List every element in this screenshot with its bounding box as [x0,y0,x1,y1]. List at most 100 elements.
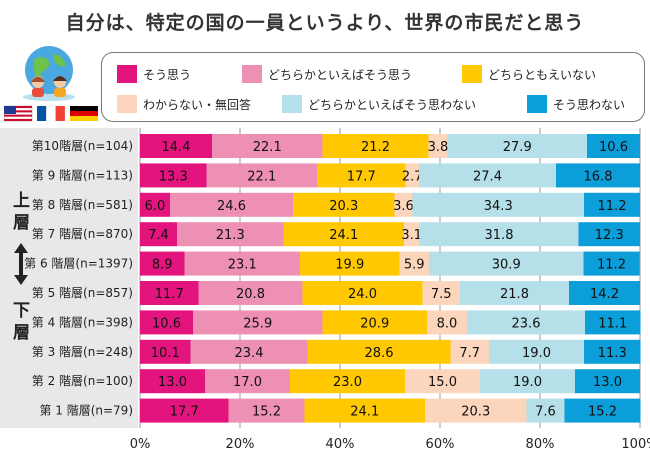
data-label: 3.6 [393,199,414,214]
bar-segment [427,310,467,335]
data-label: 22.1 [253,140,282,155]
data-label: 30.9 [492,258,521,273]
data-label: 20.3 [461,405,490,420]
legend-swatch [462,65,482,83]
bar-segment [526,398,565,423]
data-label: 7.6 [535,405,556,420]
data-label: 17.7 [170,405,199,420]
bar-segment [140,251,185,276]
bar-segment [300,251,400,276]
bar-segment [198,281,303,305]
data-label: 2.7 [402,169,423,184]
bar-segment [489,339,584,364]
category-label: 第 2 階層(n=100) [32,373,133,388]
side-label-bottom-2: 層 [13,323,30,343]
category-label: 第 6 階層(n=1397) [24,256,133,271]
x-tick-label: 100% [621,437,650,452]
data-label: 11.2 [598,199,627,214]
bar-segment [429,251,584,276]
data-label: 31.8 [485,228,514,243]
category-label: 第 1 階層(n=79) [39,403,133,418]
bar-segment [140,281,199,305]
legend-swatch [117,65,137,83]
data-label: 24.1 [329,228,358,243]
data-label: 11.2 [597,258,626,273]
data-label: 11.7 [155,287,184,302]
bar-segment [447,134,587,158]
data-label: 8.9 [152,258,173,273]
bar-segment [304,398,425,423]
data-label: 11.3 [598,346,627,361]
bar-segment [302,281,423,305]
legend-label: どちらかといえばそう思う [268,68,413,82]
data-label: 25.9 [243,316,272,331]
side-labels: 上 層 下 層 [13,191,30,343]
category-label: 第10階層(n=104) [32,138,133,153]
legend-swatch [282,95,302,113]
globe-children-icon [23,46,75,101]
legend-label: どちらかといえばそう思わない [308,98,477,112]
data-label: 14.4 [162,140,191,155]
data-label: 10.1 [151,346,180,361]
data-label: 24.0 [348,287,377,302]
data-label: 23.6 [512,316,541,331]
x-tick-label: 20% [226,437,255,452]
data-label: 19.0 [513,375,542,390]
bars: 14.4 22.1 21.2 3.8 27.9 10.6 13.3 22.1 17.7 2.7 27… [140,134,641,423]
category-labels: 第10階層(n=104) 第 9 階層(n=113) 第 8 階層(n=581) 第 … [24,138,133,418]
data-label: 7.7 [459,346,480,361]
side-label-bottom-1: 下 [13,301,30,321]
legend-swatch [242,65,262,83]
bar-segment [422,281,460,305]
bar-segment [428,134,448,158]
bar-segment [140,310,193,335]
legend-label: わからない・無回答 [143,98,252,112]
data-label: 17.0 [233,375,262,390]
category-label: 第 5 階層(n=857) [32,285,133,300]
bar-segment [322,310,427,335]
x-tick-label: 80% [526,437,555,452]
bar-segment [467,310,585,335]
bar-segment [140,369,205,394]
data-label: 12.3 [595,228,624,243]
legend-swatch [527,95,547,113]
bar-segment [228,398,305,423]
x-tick-label: 40% [326,437,355,452]
data-label: 10.6 [599,140,628,155]
bar-segment [450,339,489,364]
data-label: 23.1 [228,258,257,273]
x-axis-ticks: 0% 20% 40% 60% 80% 100% [130,437,650,452]
category-label: 第 9 階層(n=113) [32,167,133,182]
bar-segment [290,369,405,394]
bar-segment [584,192,640,217]
x-tick-label: 60% [426,437,455,452]
bar-segment [283,222,404,247]
data-label: 23.0 [333,375,362,390]
data-label: 15.2 [252,405,281,420]
data-label: 22.1 [247,169,276,184]
bar-segment [578,222,640,247]
bar-segment [170,192,293,217]
bar-segment [405,163,419,188]
category-label: 第 4 階層(n=398) [32,314,133,329]
bar-segment [419,163,556,188]
bar-segment [205,369,290,394]
bar-segment [212,134,323,158]
bar-segment [317,163,406,188]
data-label: 8.0 [437,316,458,331]
bar-segment [140,339,191,364]
bar-segment [140,398,229,423]
data-label: 7.5 [431,287,452,302]
legend-label: そう思う [143,68,192,82]
bar-segment [307,339,451,364]
bar-segment [412,192,584,217]
data-label: 19.9 [335,258,364,273]
usa-flag-icon [4,105,33,122]
bar-segment [293,192,395,217]
bar-segment [425,398,527,423]
bar-segment [190,339,308,364]
data-label: 20.3 [329,199,358,214]
category-label: 第 8 階層(n=581) [32,197,133,212]
data-label: 19.0 [522,346,551,361]
bar-segment [140,134,212,158]
